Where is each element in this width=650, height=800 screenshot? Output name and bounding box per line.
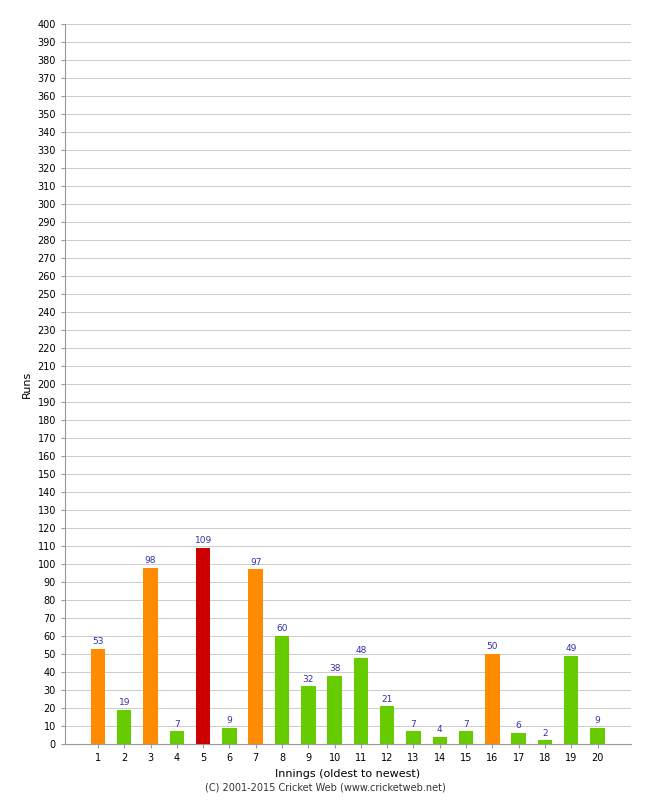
Bar [380, 706, 395, 744]
Text: 9: 9 [595, 716, 601, 725]
Bar [301, 686, 315, 744]
Bar [91, 649, 105, 744]
Text: 19: 19 [118, 698, 130, 707]
Text: 9: 9 [227, 716, 232, 725]
Text: 7: 7 [174, 720, 179, 729]
Text: 4: 4 [437, 725, 443, 734]
Bar [196, 548, 211, 744]
Bar [432, 737, 447, 744]
Bar [538, 741, 552, 744]
Bar [564, 656, 579, 744]
Text: 7: 7 [411, 720, 417, 729]
Bar [248, 570, 263, 744]
Text: 60: 60 [276, 624, 288, 634]
Text: 32: 32 [303, 674, 314, 684]
Text: (C) 2001-2015 Cricket Web (www.cricketweb.net): (C) 2001-2015 Cricket Web (www.cricketwe… [205, 782, 445, 792]
Bar [354, 658, 368, 744]
Y-axis label: Runs: Runs [22, 370, 32, 398]
Text: 53: 53 [92, 637, 104, 646]
Text: 98: 98 [145, 556, 156, 565]
Bar [143, 568, 158, 744]
Bar [222, 728, 237, 744]
Bar [170, 731, 184, 744]
Text: 97: 97 [250, 558, 261, 566]
Text: 21: 21 [382, 694, 393, 703]
Bar [328, 675, 342, 744]
Text: 109: 109 [194, 536, 212, 545]
Bar [117, 710, 131, 744]
Bar [275, 636, 289, 744]
Bar [459, 731, 473, 744]
Text: 50: 50 [487, 642, 498, 651]
Bar [512, 733, 526, 744]
Text: 38: 38 [329, 664, 341, 673]
X-axis label: Innings (oldest to newest): Innings (oldest to newest) [275, 769, 421, 778]
Text: 48: 48 [355, 646, 367, 655]
Text: 2: 2 [542, 729, 548, 738]
Bar [485, 654, 500, 744]
Text: 49: 49 [566, 644, 577, 653]
Text: 7: 7 [463, 720, 469, 729]
Bar [406, 731, 421, 744]
Bar [590, 728, 605, 744]
Text: 6: 6 [516, 722, 521, 730]
